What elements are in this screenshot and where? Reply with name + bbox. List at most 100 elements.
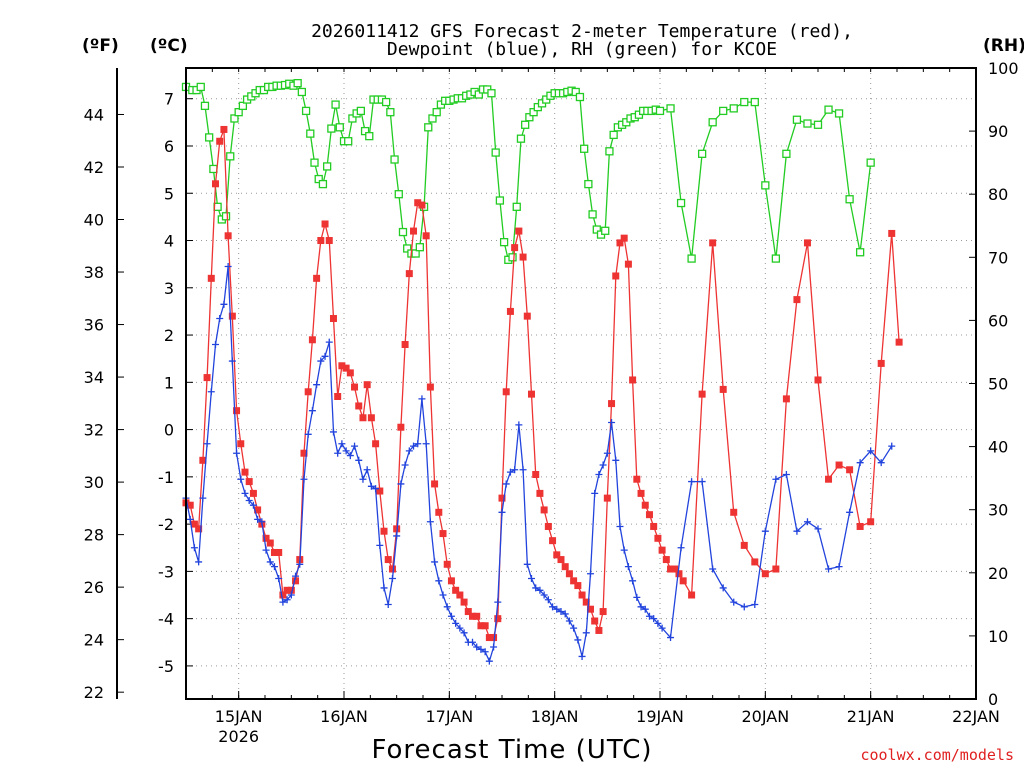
temperature-point [456,591,464,599]
rh-point [411,249,420,258]
dewpoint-point [645,612,653,620]
rh-point [761,181,770,190]
temperature-point [688,591,696,599]
c-tick-label: -1 [158,468,174,487]
rh-point [394,190,403,199]
dewpoint-point [698,478,706,486]
credit-text: coolwx.com/models [860,746,1014,764]
dewpoint-point [856,459,864,467]
rh-point [845,195,854,204]
temperature-point [536,489,544,497]
dewpoint-point [502,480,510,488]
dewpoint-point [730,598,738,606]
temperature-point [431,480,439,488]
temperature-point [662,556,670,564]
temperature-point [308,336,316,344]
dewpoint-point [803,518,811,526]
rh-point [750,97,759,107]
dewpoint-point [376,541,384,549]
rh-point [499,238,509,247]
dewpoint-point [574,636,582,644]
rh-point [331,100,340,109]
temperature-point [410,227,418,235]
dewpoint-point [342,447,350,455]
temperature-point [207,274,215,282]
dewpoint-point [401,461,409,469]
rh-point [834,109,844,118]
rh-tick-label: 0 [988,690,998,709]
dewpoint-point [578,652,586,660]
dewpoint-point [565,617,573,625]
temperature-point [511,244,519,252]
temperature-point [292,577,300,585]
rh-tick-label: 20 [988,564,1008,583]
dewpoint-point [751,600,759,608]
temperature-point [388,565,396,573]
dewpoint-point [397,480,405,488]
dewpoint-point [620,546,628,554]
dewpoint-point [329,428,337,436]
c-tick-label: -4 [158,610,174,629]
dewpoint-point [772,475,780,483]
temperature-point [793,296,801,304]
dewpoint-point [654,619,662,627]
temperature-point [553,551,561,559]
left-axis-unit-fahrenheit: (ºF) [82,36,119,56]
dewpoint-point [283,596,291,604]
dewpoint-point [262,546,270,554]
temperature-line [185,129,900,639]
dewpoint-point [384,600,392,608]
temperature-point [671,565,679,573]
rh-point [327,124,336,133]
temperature-point [376,487,384,495]
dewpoint-point [782,470,790,478]
dewpoint-point [544,596,552,604]
temperature-point [190,520,198,528]
temperature-point [325,237,333,245]
dewpoint-point [203,440,211,448]
temperature-point [211,180,219,188]
temperature-point [443,560,451,568]
rh-point [221,212,231,221]
dewpoint-point [490,643,498,651]
temperature-point [287,586,295,594]
temperature-point [667,565,675,573]
temperature-point [772,565,780,573]
rh-point [196,82,205,92]
dewpoint-point [211,341,219,349]
f-tick-label: 32 [84,421,104,440]
dewpoint-point [220,300,228,308]
f-tick-label: 26 [84,578,104,597]
temperature-point [633,475,641,483]
rh-point [306,129,315,138]
dewpoint-point [313,381,321,389]
dewpoint-point [287,591,295,599]
dewpoint-point [557,608,565,616]
dewpoint-point [603,449,611,457]
dewpoint-point [355,456,363,464]
temperature-point [426,383,434,391]
temperature-point [460,598,468,606]
c-tick-label: 4 [164,232,174,251]
temperature-point [532,470,540,478]
temperature-point [629,376,637,384]
dewpoint-point [452,619,460,627]
temperature-point [740,541,748,549]
temperature-point [342,364,350,372]
temperature-point [603,494,611,502]
rh-point [344,137,353,146]
dewpoint-point [405,447,413,455]
temperature-point [761,570,769,578]
data-series [181,78,903,665]
rh-point [782,149,791,158]
x-tick-sublabel: 2026 [218,727,259,746]
dewpoint-point [641,605,649,613]
temperature-point [313,274,321,282]
rh-point [230,114,239,123]
dewpoint-point [447,612,455,620]
temperature-point [519,253,527,261]
rh-point [866,158,875,167]
dewpoint-point [825,565,833,573]
x-tick-label: 19JAN [636,707,684,726]
rh-point [301,106,311,116]
